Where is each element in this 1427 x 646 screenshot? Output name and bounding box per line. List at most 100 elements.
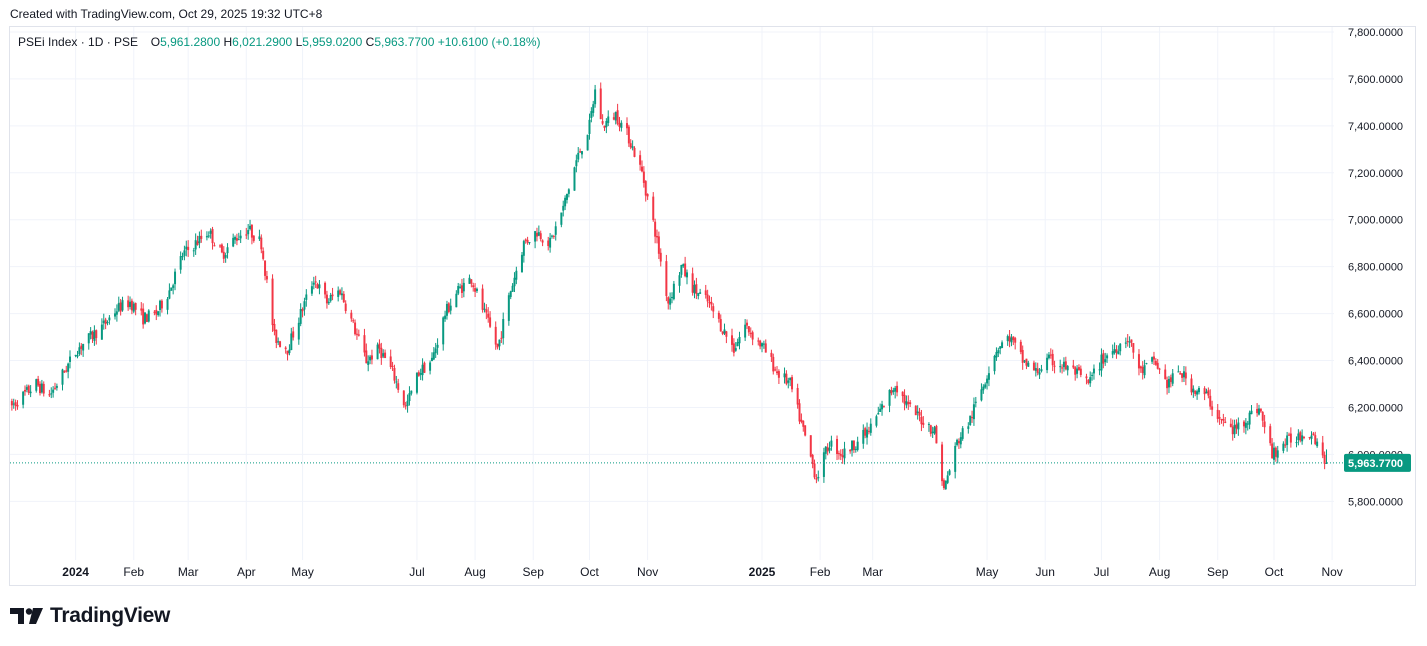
candle (837, 450, 840, 460)
candle-body (1023, 360, 1026, 362)
candle-body (909, 402, 912, 405)
candle-body (292, 331, 295, 338)
candle (119, 298, 122, 316)
candle (961, 426, 964, 441)
candle (63, 370, 66, 373)
candle-body (935, 425, 938, 444)
candle-body (723, 329, 726, 334)
candle (564, 195, 567, 211)
candle (460, 278, 463, 299)
candle (1079, 365, 1082, 378)
last-price-label: 5,963.7700 (1348, 458, 1403, 470)
candle-body (1087, 379, 1090, 384)
candle (1235, 419, 1238, 434)
candle (639, 150, 642, 171)
candle-body (704, 290, 707, 295)
candle (535, 227, 538, 242)
candle-body (1098, 369, 1101, 371)
price-tick-label: 7,400.0000 (1348, 121, 1403, 133)
candle-body (590, 111, 593, 118)
candle-body (867, 430, 870, 432)
candle (946, 471, 949, 485)
candle (746, 319, 749, 330)
candle-body (192, 250, 195, 252)
candle (1128, 336, 1131, 348)
candle (87, 333, 90, 350)
candle (55, 383, 58, 391)
candle (325, 290, 328, 309)
candle-body (783, 373, 786, 378)
candle (370, 349, 373, 365)
candle-body (1151, 357, 1154, 362)
time-tick-label: Jul (409, 565, 424, 579)
candle (22, 390, 25, 409)
candle (1025, 358, 1028, 370)
candle (549, 233, 552, 253)
candle (800, 413, 803, 424)
candle (959, 432, 962, 449)
candle (522, 239, 525, 263)
candle-body (1036, 368, 1039, 373)
candle-body (524, 239, 527, 241)
candle-body (804, 425, 807, 436)
candle (1139, 365, 1142, 373)
candle (498, 339, 501, 351)
candle (920, 409, 923, 432)
candle (903, 389, 906, 411)
candle-body (550, 235, 553, 237)
candle (603, 125, 606, 131)
chart-frame (9, 26, 1416, 586)
candle (1164, 364, 1167, 380)
candle (106, 320, 109, 326)
candle-body (1297, 433, 1300, 441)
candle (1197, 386, 1200, 395)
candle (599, 82, 602, 120)
candle (174, 268, 177, 291)
candle-body (80, 345, 83, 349)
candle (822, 447, 825, 483)
candle-body (1064, 361, 1067, 370)
candle-body (920, 416, 923, 425)
candle (890, 386, 893, 396)
candle (301, 307, 304, 318)
candle-body (410, 390, 413, 394)
candle-body (579, 151, 582, 153)
candle-body (971, 417, 974, 419)
candle-body (1248, 412, 1251, 425)
candle-body (815, 478, 818, 480)
candle (579, 148, 582, 153)
candle-body (1111, 351, 1114, 355)
candle (852, 440, 855, 454)
candle (1092, 364, 1095, 380)
candle (541, 239, 544, 247)
candle (209, 228, 212, 239)
candle-body (1289, 433, 1292, 443)
candle-body (37, 378, 40, 386)
candle-body (395, 381, 398, 383)
time-tick-label: 2024 (62, 565, 89, 579)
tradingview-brand[interactable]: TradingView (10, 604, 170, 628)
candle (1141, 361, 1144, 380)
candle-body (856, 441, 859, 450)
candle (652, 192, 655, 222)
candle-body (485, 309, 488, 313)
candle-body (652, 196, 655, 220)
candle (836, 435, 839, 461)
candle (881, 400, 884, 416)
candle-body (682, 264, 685, 267)
candle (219, 244, 222, 248)
candle (922, 416, 925, 429)
candle (367, 355, 370, 372)
candle (95, 329, 98, 345)
candle (1158, 367, 1161, 374)
candle (393, 364, 396, 384)
candle (757, 337, 760, 346)
time-tick-label: Nov (637, 565, 658, 579)
candle (1207, 387, 1210, 399)
candle (275, 329, 278, 349)
time-tick-label: Sep (1207, 565, 1229, 579)
candle (1287, 432, 1290, 436)
candle (590, 107, 593, 123)
candle-body (717, 312, 720, 319)
